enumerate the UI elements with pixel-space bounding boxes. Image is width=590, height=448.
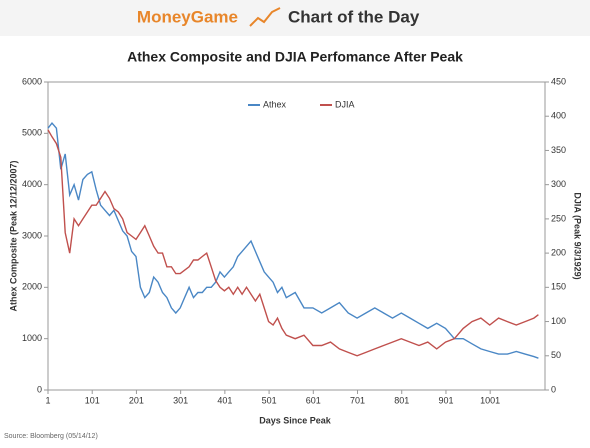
source: Source: Bloomberg (05/14/12): [4, 433, 98, 440]
y2-tick-label: 150: [551, 282, 566, 292]
legend-label: DJIA: [335, 99, 355, 109]
x-tick-label: 1001: [480, 395, 500, 405]
y-tick-label: 4000: [22, 179, 42, 189]
x-tick-label: 1: [45, 395, 50, 405]
y2-tick-label: 250: [551, 213, 566, 223]
x-tick-label: 601: [306, 395, 321, 405]
y-tick-label: 6000: [22, 76, 42, 86]
plot-frame: [47, 81, 546, 391]
y-tick-label: 0: [37, 384, 42, 394]
x-tick-label: 901: [438, 395, 453, 405]
series-line: [47, 129, 539, 357]
y2-tick-label: 300: [551, 179, 566, 189]
y2-tick-label: 350: [551, 145, 566, 155]
header-band: [0, 0, 590, 36]
y2-axis-label: DJIA (Peak 9/3/1929): [573, 192, 583, 279]
series-line: [47, 121, 539, 359]
brand: MoneyGame: [137, 7, 238, 26]
x-tick-label: 801: [394, 395, 409, 405]
y-tick-label: 5000: [22, 128, 42, 138]
y2-tick-label: 400: [551, 111, 566, 121]
x-tick-label: 301: [173, 395, 188, 405]
y2-tick-label: 450: [551, 76, 566, 86]
brand-icon: [249, 7, 281, 27]
x-tick-label: 101: [85, 395, 100, 405]
y2-tick-label: 100: [551, 316, 566, 326]
y-tick-label: 2000: [22, 282, 42, 292]
y-axis-label: Athex Composite (Peak 12/12/2007): [8, 160, 18, 311]
x-axis-label: Days Since Peak: [259, 415, 332, 425]
y-tick-label: 1000: [22, 333, 42, 343]
y2-tick-label: 0: [551, 384, 556, 394]
x-tick-label: 501: [262, 395, 277, 405]
y2-tick-label: 50: [551, 350, 561, 360]
legend-label: Athex: [263, 99, 287, 109]
x-tick-label: 201: [129, 395, 144, 405]
x-tick-label: 401: [217, 395, 232, 405]
y-tick-label: 3000: [22, 230, 42, 240]
banner: Chart of the Day: [288, 7, 420, 26]
chart-title: Athex Composite and DJIA Perfomance Afte…: [127, 49, 463, 65]
y2-tick-label: 200: [551, 247, 566, 257]
x-tick-label: 701: [350, 395, 365, 405]
